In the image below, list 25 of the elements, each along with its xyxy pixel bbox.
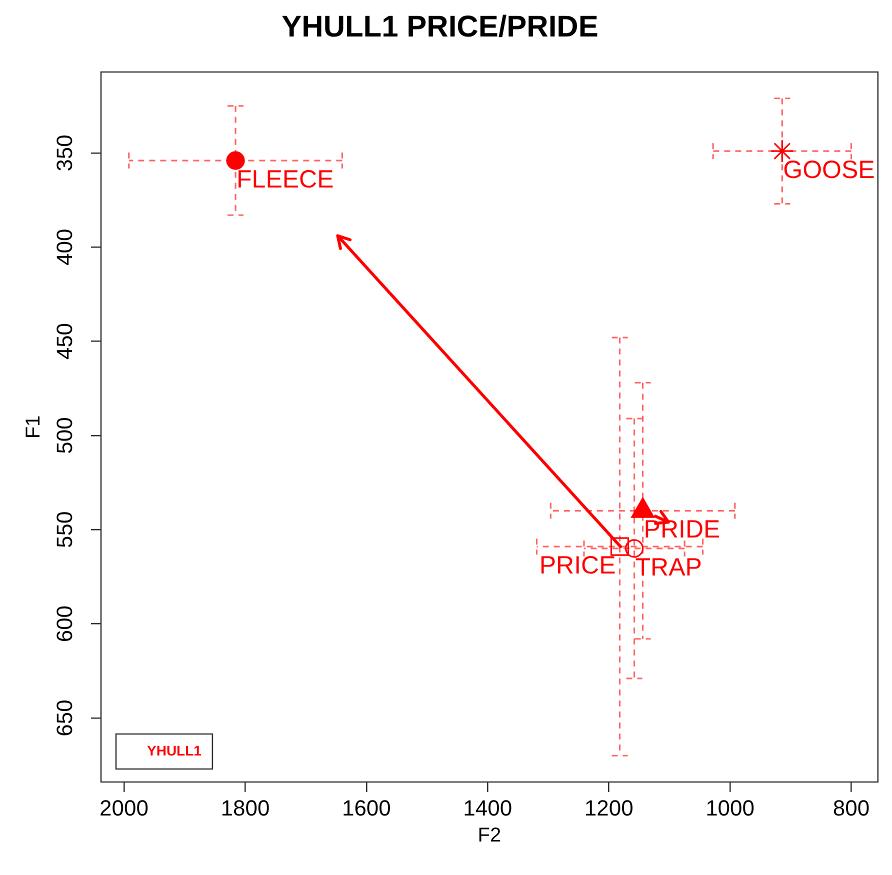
point (610, 537, 630, 556)
y-tick-label: 400 (52, 228, 78, 266)
x-tick-label: 800 (832, 795, 870, 820)
y-tick-label: 550 (52, 511, 78, 548)
y-axis-title: F1 (22, 415, 45, 439)
point (624, 539, 644, 558)
y-tick-label: 450 (52, 322, 78, 360)
x-tick-label: 1000 (706, 795, 755, 820)
x-tick-label: 1400 (463, 795, 512, 820)
annotation: PRICE (539, 551, 616, 580)
x-tick-label: 1600 (342, 795, 391, 820)
annotation: FLEECE (236, 165, 334, 194)
point (226, 151, 245, 170)
annotation: TRAP (635, 553, 702, 582)
chart-title: YHULL1 PRICE/PRIDE (282, 10, 598, 44)
y-tick-label: 500 (52, 417, 78, 454)
y-tick-label: 650 (52, 700, 78, 736)
legend-title: YHULL1 (147, 742, 202, 758)
y-tick-label: 350 (52, 134, 78, 172)
annotation: GOOSE (783, 156, 875, 184)
x-tick-label: 1200 (584, 795, 634, 820)
x-tick-label: 1800 (220, 795, 270, 820)
x-tick-label: 2000 (100, 795, 149, 820)
y-tick-label: 600 (52, 605, 78, 642)
x-axis-title: F2 (478, 824, 502, 847)
